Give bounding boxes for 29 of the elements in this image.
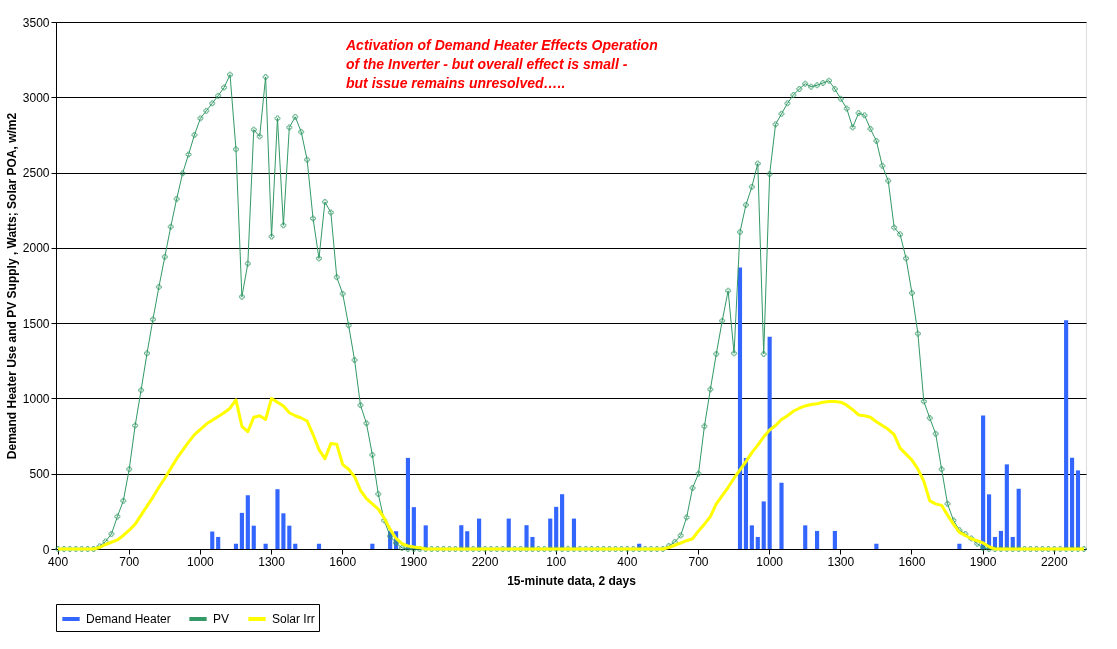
x-tick-label: 400 (48, 554, 69, 569)
x-tick-label: 1600 (329, 554, 357, 569)
y-tick-label: 3500 (22, 15, 50, 30)
x-tick-label: 1000 (187, 554, 215, 569)
x-tick-label: 1300 (827, 554, 855, 569)
y-tick-label: 2000 (22, 241, 50, 256)
x-tick-label: 1900 (969, 554, 997, 569)
y-tick-label: 1000 (22, 391, 50, 406)
y-tick-label: 1500 (22, 316, 50, 331)
y-tick-label: 500 (29, 467, 50, 482)
x-tick-label: 2200 (1040, 554, 1068, 569)
y-tick-label: 2500 (22, 166, 50, 181)
y-tick-label: 3000 (22, 90, 50, 105)
x-tick-label: 400 (617, 554, 638, 569)
x-axis-title: 15-minute data, 2 days (507, 573, 637, 588)
legend-label: PV (213, 612, 230, 626)
x-tick-label: 700 (119, 554, 140, 569)
x-tick-label: 1300 (258, 554, 286, 569)
x-tick-label: 1000 (756, 554, 784, 569)
x-tick-label: 100 (546, 554, 567, 569)
y-axis-title: Demand Heater Use and PV Supply , Watts; Solar POA, w/m2 (4, 112, 19, 460)
y-tick-label: 0 (42, 542, 50, 557)
x-tick-label: 700 (688, 554, 709, 569)
x-tick-label: 1600 (898, 554, 926, 569)
x-tick-label: 2200 (471, 554, 499, 569)
annotation: Activation of Demand Heater Effects Operation of the Inverter - but overall effect is small - but issue remains unresolved….. (345, 37, 658, 91)
legend-label: Demand Heater (86, 612, 171, 626)
legend-label: Solar Irr (272, 612, 315, 626)
x-tick-label: 1900 (400, 554, 428, 569)
